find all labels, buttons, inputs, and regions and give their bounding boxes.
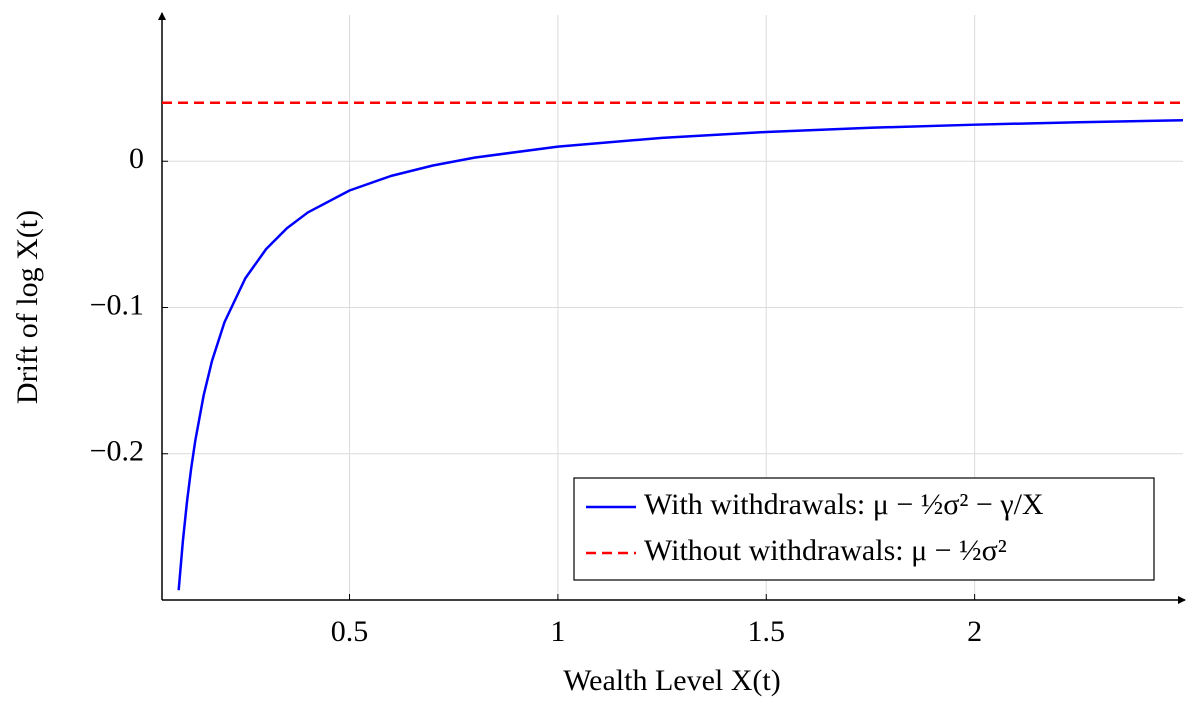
legend-label: With withdrawals: μ − ½σ² − γ/X — [644, 488, 1044, 521]
y-tick-label: −0.1 — [90, 288, 144, 321]
x-tick-label: 1 — [550, 615, 565, 648]
legend-label: Without withdrawals: μ − ½σ² — [644, 534, 1007, 567]
series-line — [177, 119, 1183, 591]
x-axis-label: Wealth Level X(t) — [563, 664, 781, 697]
y-axis-label: Drift of log X(t) — [11, 210, 44, 404]
y-tick-label: −0.2 — [90, 435, 144, 468]
x-tick-label: 2 — [967, 615, 982, 648]
x-axis-arrow — [1178, 596, 1186, 604]
x-tick-label: 0.5 — [331, 615, 369, 648]
x-tick-label: 1.5 — [748, 615, 786, 648]
y-tick-label: 0 — [129, 142, 144, 175]
legend-box — [573, 477, 1155, 581]
y-axis-arrow — [158, 12, 166, 20]
